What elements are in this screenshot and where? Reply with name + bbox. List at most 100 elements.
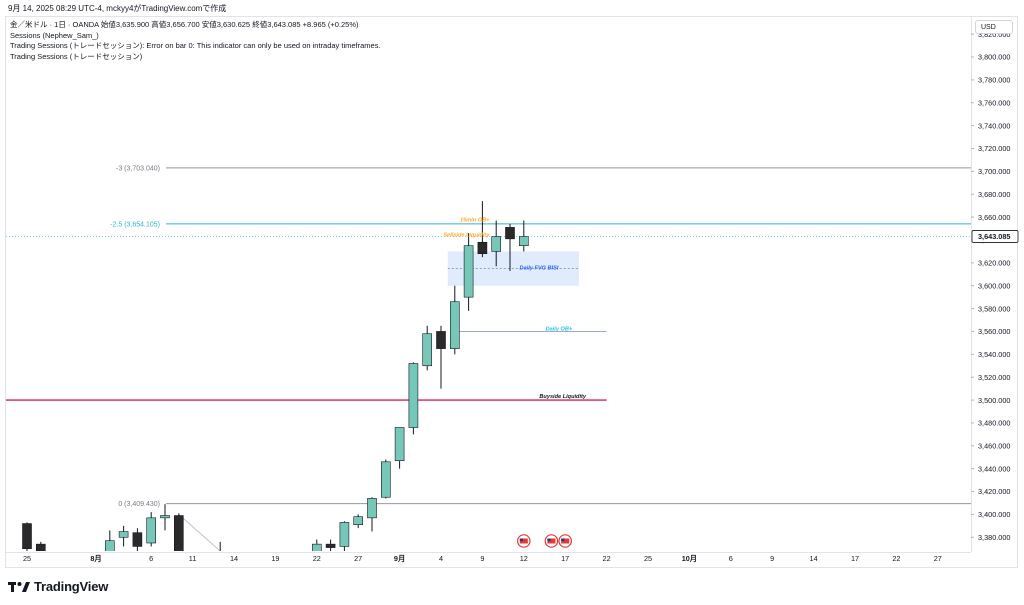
price-tick-label: 3,660.000 — [978, 213, 1010, 222]
candle-bull — [339, 522, 350, 547]
flag-canton — [519, 538, 523, 542]
price-tick-label: 3,760.000 — [978, 98, 1010, 107]
zone-label: 15min OB+ — [460, 218, 490, 224]
candle-bear — [22, 523, 32, 550]
candle-bear — [132, 532, 143, 547]
price-tick-label: 3,580.000 — [978, 304, 1010, 313]
candle-bull — [311, 543, 322, 551]
time-tick-label: 9 — [480, 554, 484, 563]
candle-bull — [491, 236, 502, 252]
price-tick-label: 3,700.000 — [978, 167, 1010, 176]
candle-bull — [408, 363, 419, 428]
time-axis[interactable] — [6, 552, 971, 567]
legend-panel: 金／米ドル · 1日 · OANDA 始値3,635.900 高値3,656.7… — [10, 20, 381, 62]
chart-frame — [5, 16, 1018, 568]
price-tick-label: 3,420.000 — [978, 487, 1010, 496]
price-tick-label: 3,800.000 — [978, 53, 1010, 62]
time-tick-label: 17 — [851, 554, 859, 563]
time-tick-label: 22 — [313, 554, 321, 563]
time-tick-label: 14 — [810, 554, 818, 563]
price-tick-label: 3,520.000 — [978, 373, 1010, 382]
time-tick-label: 6 — [729, 554, 733, 563]
candle-bull — [353, 516, 364, 526]
candle-bear — [436, 331, 446, 349]
time-tick-label: 27 — [934, 554, 942, 563]
price-tick-label: 3,380.000 — [978, 533, 1010, 542]
price-tick-label: 3,500.000 — [978, 396, 1010, 405]
candle-bull — [105, 540, 115, 551]
candle-bear — [174, 515, 184, 551]
candle-bull — [160, 515, 170, 519]
zone-label: Daily OB+ — [546, 326, 573, 332]
candle-bear — [477, 241, 488, 254]
candle-bull — [449, 301, 460, 349]
price-tick-label: 3,400.000 — [978, 510, 1010, 519]
connector-line — [178, 514, 221, 551]
time-tick-label: 14 — [230, 554, 238, 563]
time-tick-label: 25 — [644, 554, 652, 563]
candle-bear — [325, 543, 336, 548]
price-tick-label: 3,620.000 — [978, 259, 1010, 268]
symbol-ohlc-line[interactable]: 金／米ドル · 1日 · OANDA 始値3,635.900 高値3,656.7… — [10, 20, 359, 29]
price-tick-label: 3,820.000 — [978, 30, 1010, 39]
flag-stripes — [561, 538, 570, 544]
price-tick-label: 3,540.000 — [978, 350, 1010, 359]
price-tick-label: 3,720.000 — [978, 144, 1010, 153]
plot-area — [6, 167, 971, 565]
indicator-sessions[interactable]: Sessions (Nephew_Sam_) — [10, 30, 99, 40]
candle-bull — [380, 461, 391, 498]
time-tick-label: 4 — [439, 554, 443, 563]
indicator-trading-sessions[interactable]: Trading Sessions (トレードセッション) — [10, 51, 143, 61]
tradingview-logo[interactable]: TradingView — [8, 579, 108, 594]
candle-bear — [505, 227, 515, 240]
time-tick-label: 9月 — [394, 554, 405, 563]
price-tick-label: 3,480.000 — [978, 419, 1010, 428]
time-tick-label: 19 — [271, 554, 279, 563]
tradingview-logo-icon — [8, 581, 30, 592]
price-tick-label: 3,440.000 — [978, 464, 1010, 473]
candle-bull — [367, 498, 377, 519]
zone-label: Buyside Liquidity — [539, 394, 587, 400]
price-tick-label: 3,740.000 — [978, 121, 1010, 130]
time-tick-label: 11 — [189, 554, 197, 563]
tradingview-logo-text: TradingView — [34, 579, 109, 594]
time-tick-label: 9 — [770, 554, 774, 563]
flag-stripes — [519, 538, 528, 544]
time-tick-label: 8月 — [90, 554, 101, 563]
candle-bull — [463, 245, 474, 298]
fib-level-label: -2.5 (3,654.105) — [110, 221, 160, 228]
candle-bear — [216, 560, 225, 565]
candle-bull — [422, 333, 433, 367]
price-tick-label: 3,680.000 — [978, 190, 1010, 199]
candle-bull — [118, 531, 129, 538]
fib-level-label: 0 (3,409.430) — [118, 501, 160, 508]
currency-selector[interactable]: USD — [975, 20, 1013, 34]
zone-label: Daily FVG BISI — [520, 266, 559, 272]
candle-bull — [394, 427, 405, 461]
indicator-trading-sessions-error[interactable]: Trading Sessions (トレードセッション): Error on b… — [10, 41, 381, 51]
time-tick-label: 10月 — [682, 554, 697, 563]
time-tick-label: 17 — [561, 554, 569, 563]
fib-level-label: -3 (3,703.040) — [116, 165, 160, 172]
flag-canton — [561, 538, 565, 542]
time-tick-label: 22 — [892, 554, 900, 563]
candle-bear — [35, 543, 46, 551]
flag-canton — [547, 538, 551, 542]
last-price-label: 3,643.085 — [978, 232, 1010, 241]
candle-bull — [518, 236, 529, 246]
time-tick-label: 22 — [603, 554, 611, 563]
price-tick-label: 3,560.000 — [978, 327, 1010, 336]
last-price-badge — [971, 230, 1019, 243]
time-tick-label: 6 — [149, 554, 153, 563]
price-tick-label: 3,600.000 — [978, 281, 1010, 290]
time-tick-label: 27 — [354, 554, 362, 563]
time-tick-label: 12 — [520, 554, 528, 563]
price-tick-label: 3,780.000 — [978, 76, 1010, 85]
candle-bull — [146, 517, 156, 544]
flag-stripes — [547, 538, 556, 544]
time-tick-label: 25 — [23, 554, 31, 563]
price-tick-label: 3,460.000 — [978, 442, 1010, 451]
chart-caption: 9月 14, 2025 08:29 UTC-4, mckyy4がTradingV… — [8, 4, 227, 13]
price-axis[interactable] — [971, 16, 1018, 552]
